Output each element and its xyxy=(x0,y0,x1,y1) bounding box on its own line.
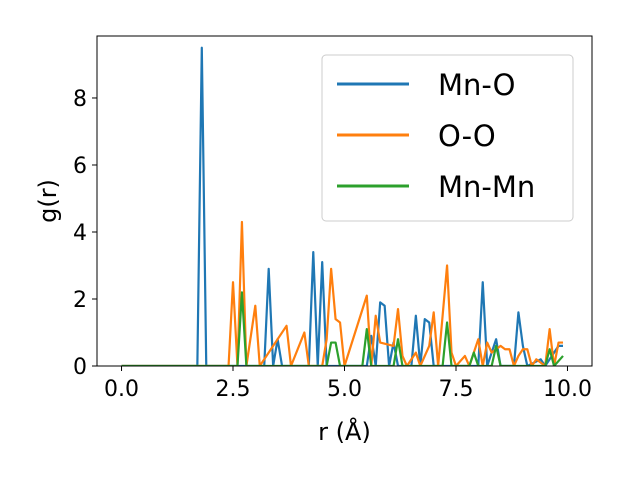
y-tick-label: 4 xyxy=(73,221,87,246)
x-axis: 0.0 2.5 5.0 7.5 10.0 xyxy=(104,366,592,402)
legend-box xyxy=(321,54,574,222)
x-axis-label: r (Å) xyxy=(318,417,371,446)
y-tick-label: 2 xyxy=(73,288,87,313)
series-line-2 xyxy=(121,220,564,366)
series-layer xyxy=(121,46,564,366)
x-tick-label: 2.5 xyxy=(216,377,251,402)
legend: Mn-O O-O Mn-Mn xyxy=(321,54,574,222)
series-line-3 xyxy=(121,291,564,366)
y-tick-label: 0 xyxy=(73,355,87,380)
x-tick-label: 5.0 xyxy=(327,377,362,402)
y-tick-label: 6 xyxy=(73,154,87,179)
legend-label-3: Mn-Mn xyxy=(438,170,535,204)
x-tick-label: 7.5 xyxy=(438,377,473,402)
y-axis-label: g(r) xyxy=(34,179,62,223)
legend-label-1: Mn-O xyxy=(438,68,516,102)
x-tick-label: 10.0 xyxy=(543,377,592,402)
y-tick-label: 8 xyxy=(73,87,87,112)
legend-label-2: O-O xyxy=(438,119,496,153)
y-axis: 0 2 4 6 8 xyxy=(73,87,97,380)
x-tick-label: 0.0 xyxy=(104,377,139,402)
